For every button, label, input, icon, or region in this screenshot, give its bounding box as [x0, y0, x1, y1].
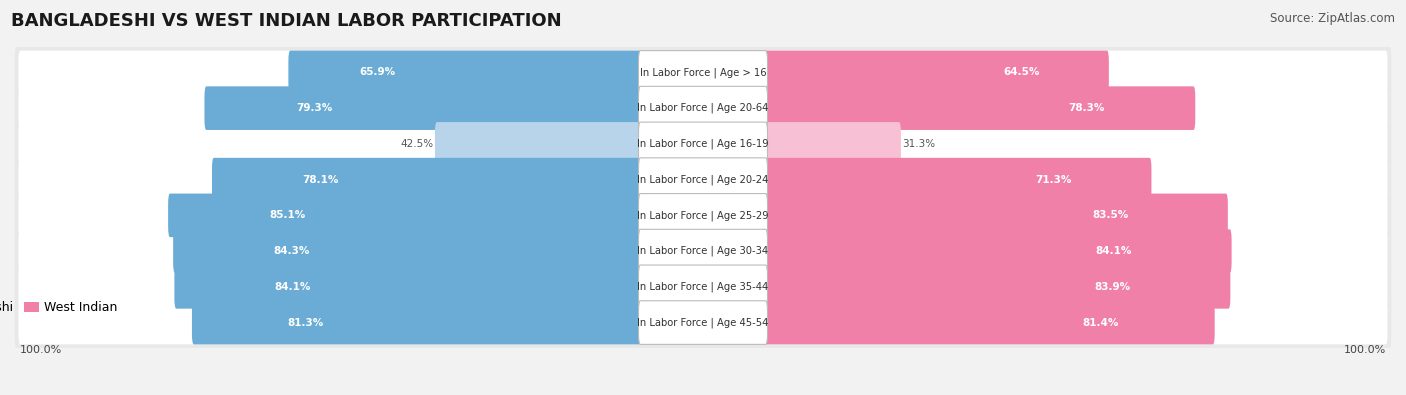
FancyBboxPatch shape — [638, 158, 768, 201]
FancyBboxPatch shape — [18, 229, 1388, 273]
FancyBboxPatch shape — [638, 265, 768, 308]
FancyBboxPatch shape — [763, 122, 901, 166]
Text: 81.4%: 81.4% — [1083, 318, 1119, 327]
Text: 78.3%: 78.3% — [1069, 103, 1105, 113]
FancyBboxPatch shape — [638, 87, 768, 130]
FancyBboxPatch shape — [14, 260, 1392, 314]
Text: BANGLADESHI VS WEST INDIAN LABOR PARTICIPATION: BANGLADESHI VS WEST INDIAN LABOR PARTICI… — [11, 12, 562, 30]
FancyBboxPatch shape — [204, 87, 643, 130]
Text: 84.3%: 84.3% — [273, 246, 309, 256]
FancyBboxPatch shape — [18, 265, 1388, 308]
FancyBboxPatch shape — [18, 122, 1388, 166]
FancyBboxPatch shape — [14, 224, 1392, 278]
Text: In Labor Force | Age 20-64: In Labor Force | Age 20-64 — [637, 103, 769, 113]
Text: 100.0%: 100.0% — [20, 345, 63, 355]
FancyBboxPatch shape — [174, 265, 643, 308]
FancyBboxPatch shape — [434, 122, 643, 166]
FancyBboxPatch shape — [638, 229, 768, 273]
Text: 84.1%: 84.1% — [274, 282, 311, 292]
FancyBboxPatch shape — [763, 51, 1109, 94]
Text: Source: ZipAtlas.com: Source: ZipAtlas.com — [1270, 12, 1395, 25]
FancyBboxPatch shape — [763, 87, 1195, 130]
FancyBboxPatch shape — [14, 45, 1392, 100]
Text: 100.0%: 100.0% — [1343, 345, 1386, 355]
FancyBboxPatch shape — [14, 188, 1392, 243]
FancyBboxPatch shape — [18, 301, 1388, 344]
FancyBboxPatch shape — [638, 122, 768, 166]
Text: 64.5%: 64.5% — [1004, 68, 1040, 77]
FancyBboxPatch shape — [14, 295, 1392, 350]
Text: 79.3%: 79.3% — [297, 103, 333, 113]
Text: In Labor Force | Age 20-24: In Labor Force | Age 20-24 — [637, 174, 769, 185]
FancyBboxPatch shape — [14, 117, 1392, 171]
Legend: Bangladeshi, West Indian: Bangladeshi, West Indian — [0, 296, 122, 319]
FancyBboxPatch shape — [638, 301, 768, 344]
FancyBboxPatch shape — [212, 158, 643, 201]
Text: 65.9%: 65.9% — [360, 68, 396, 77]
Text: In Labor Force | Age 35-44: In Labor Force | Age 35-44 — [637, 282, 769, 292]
Text: 85.1%: 85.1% — [270, 211, 305, 220]
Text: 84.1%: 84.1% — [1095, 246, 1132, 256]
FancyBboxPatch shape — [169, 194, 643, 237]
FancyBboxPatch shape — [763, 194, 1227, 237]
FancyBboxPatch shape — [763, 265, 1230, 308]
FancyBboxPatch shape — [763, 301, 1215, 344]
FancyBboxPatch shape — [763, 229, 1232, 273]
Text: In Labor Force | Age 30-34: In Labor Force | Age 30-34 — [637, 246, 769, 256]
FancyBboxPatch shape — [638, 51, 768, 94]
Text: 31.3%: 31.3% — [903, 139, 935, 149]
Text: In Labor Force | Age > 16: In Labor Force | Age > 16 — [640, 67, 766, 78]
Text: 71.3%: 71.3% — [1035, 175, 1071, 184]
Text: In Labor Force | Age 45-54: In Labor Force | Age 45-54 — [637, 317, 769, 328]
FancyBboxPatch shape — [18, 51, 1388, 94]
Text: 42.5%: 42.5% — [401, 139, 433, 149]
Text: 81.3%: 81.3% — [287, 318, 323, 327]
FancyBboxPatch shape — [14, 152, 1392, 207]
Text: In Labor Force | Age 16-19: In Labor Force | Age 16-19 — [637, 139, 769, 149]
FancyBboxPatch shape — [18, 194, 1388, 237]
Text: 83.9%: 83.9% — [1095, 282, 1130, 292]
FancyBboxPatch shape — [763, 158, 1152, 201]
Text: 78.1%: 78.1% — [302, 175, 339, 184]
FancyBboxPatch shape — [638, 194, 768, 237]
FancyBboxPatch shape — [193, 301, 643, 344]
FancyBboxPatch shape — [18, 158, 1388, 201]
Text: In Labor Force | Age 25-29: In Labor Force | Age 25-29 — [637, 210, 769, 221]
Text: 83.5%: 83.5% — [1092, 211, 1129, 220]
FancyBboxPatch shape — [173, 229, 643, 273]
FancyBboxPatch shape — [288, 51, 643, 94]
FancyBboxPatch shape — [14, 81, 1392, 135]
FancyBboxPatch shape — [18, 87, 1388, 130]
